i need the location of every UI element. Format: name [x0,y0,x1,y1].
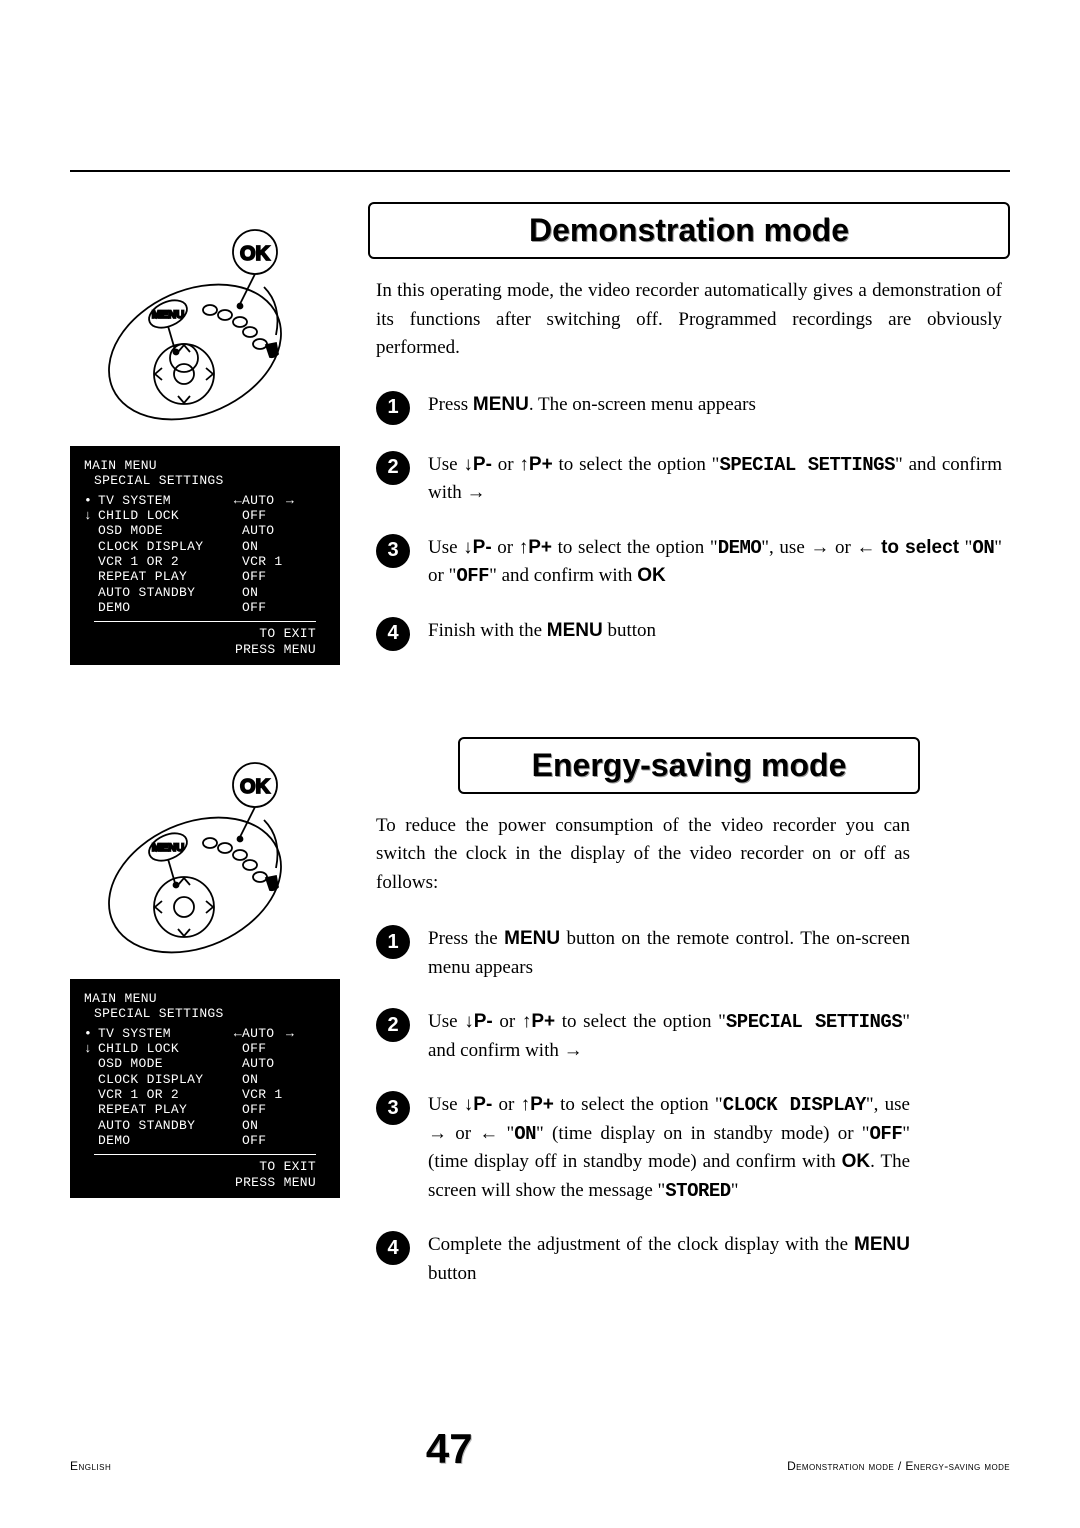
osd-divider [94,1154,316,1155]
step-text: Use ↓P- or ↑P+ to select the option "SPE… [428,1008,910,1065]
left-column: OK MENU [70,202,340,1314]
osd-header-2: SPECIAL SETTINGS [78,473,332,488]
osd-header-1: MAIN MENU [78,991,332,1006]
step-number-icon: 2 [376,1008,410,1042]
svg-text:OK: OK [240,776,271,798]
remote-illustration: OK MENU [90,202,320,432]
osd-exit-2: PRESS MENU [78,1175,332,1190]
osd-menu-display: MAIN MENU SPECIAL SETTINGS •TV SYSTEM← A… [70,446,340,665]
osd-row: CLOCK DISPLAY ON [78,1072,332,1087]
osd-row: VCR 1 OR 2 VCR 1 [78,554,332,569]
osd-row: •TV SYSTEM← AUTO → [78,1026,332,1041]
step-number-icon: 2 [376,451,410,485]
osd-menu-display: MAIN MENU SPECIAL SETTINGS •TV SYSTEM← A… [70,979,340,1198]
step-text: Use ↓P- or ↑P+ to select the option "DEM… [428,534,1002,591]
svg-text:MENU: MENU [152,309,184,321]
right-column: Demonstration mode In this operating mod… [368,202,1010,1314]
step-text: Complete the adjustment of the clock dis… [428,1231,910,1288]
osd-exit-1: TO EXIT [78,1159,332,1174]
step-number-icon: 3 [376,534,410,568]
osd-header-2: SPECIAL SETTINGS [78,1006,332,1021]
page-footer: English 47 Demonstration mode / Energy-s… [70,1425,1010,1473]
step-4: 4 Complete the adjustment of the clock d… [368,1231,1010,1288]
step-2: 2 Use ↓P- or ↑P+ to select the option "S… [368,1008,1010,1065]
section-intro: To reduce the power consumption of the v… [368,812,1010,898]
step-1: 1 Press the MENU button on the remote co… [368,925,1010,982]
step-text: Press the MENU button on the remote cont… [428,925,910,982]
step-3: 3 Use ↓P- or ↑P+ to select the option "D… [368,534,1010,591]
section-title: Energy-saving mode [480,747,898,784]
step-number-icon: 4 [376,1231,410,1265]
step-number-icon: 1 [376,925,410,959]
step-text: Use ↓P- or ↑P+ to select the option "CLO… [428,1091,910,1205]
osd-row: REPEAT PLAY OFF [78,569,332,584]
footer-language: English [70,1459,111,1473]
osd-row: DEMO OFF [78,1133,332,1148]
section-title-box: Energy-saving mode [458,737,920,794]
osd-row: VCR 1 OR 2 VCR 1 [78,1087,332,1102]
osd-rows: •TV SYSTEM← AUTO →↓CHILD LOCK OFF OSD MO… [78,493,332,616]
step-3: 3 Use ↓P- or ↑P+ to select the option "C… [368,1091,1010,1205]
osd-row: •TV SYSTEM← AUTO → [78,493,332,508]
osd-exit-2: PRESS MENU [78,642,332,657]
svg-text:OK: OK [240,243,271,265]
osd-row: AUTO STANDBY ON [78,1118,332,1133]
step-text: Use ↓P- or ↑P+ to select the option "SPE… [428,451,1002,508]
osd-row: CLOCK DISPLAY ON [78,539,332,554]
osd-header-1: MAIN MENU [78,458,332,473]
remote-illustration: OK MENU [90,735,320,965]
osd-divider [94,621,316,622]
step-1: 1 Press MENU. The on-screen menu appears [368,391,1010,425]
osd-row: DEMO OFF [78,600,332,615]
osd-row: ↓CHILD LOCK OFF [78,1041,332,1056]
section-title: Demonstration mode [390,212,988,249]
step-text: Press MENU. The on-screen menu appears [428,391,1002,425]
osd-exit-1: TO EXIT [78,626,332,641]
section-intro: In this operating mode, the video record… [368,277,1010,363]
osd-row: AUTO STANDBY ON [78,585,332,600]
step-number-icon: 4 [376,617,410,651]
osd-row: OSD MODE AUTO [78,523,332,538]
osd-row: OSD MODE AUTO [78,1056,332,1071]
step-number-icon: 3 [376,1091,410,1125]
osd-row: REPEAT PLAY OFF [78,1102,332,1117]
header-rule [70,170,1010,172]
step-number-icon: 1 [376,391,410,425]
svg-text:MENU: MENU [152,842,184,854]
footer-page-number: 47 [426,1425,473,1473]
step-2: 2 Use ↓P- or ↑P+ to select the option "S… [368,451,1010,508]
osd-rows: •TV SYSTEM← AUTO →↓CHILD LOCK OFF OSD MO… [78,1026,332,1149]
osd-row: ↓CHILD LOCK OFF [78,508,332,523]
footer-section-label: Demonstration mode / Energy-saving mode [787,1459,1010,1473]
step-4: 4 Finish with the MENU button [368,617,1010,651]
section-title-box: Demonstration mode [368,202,1010,259]
step-text: Finish with the MENU button [428,617,1002,651]
